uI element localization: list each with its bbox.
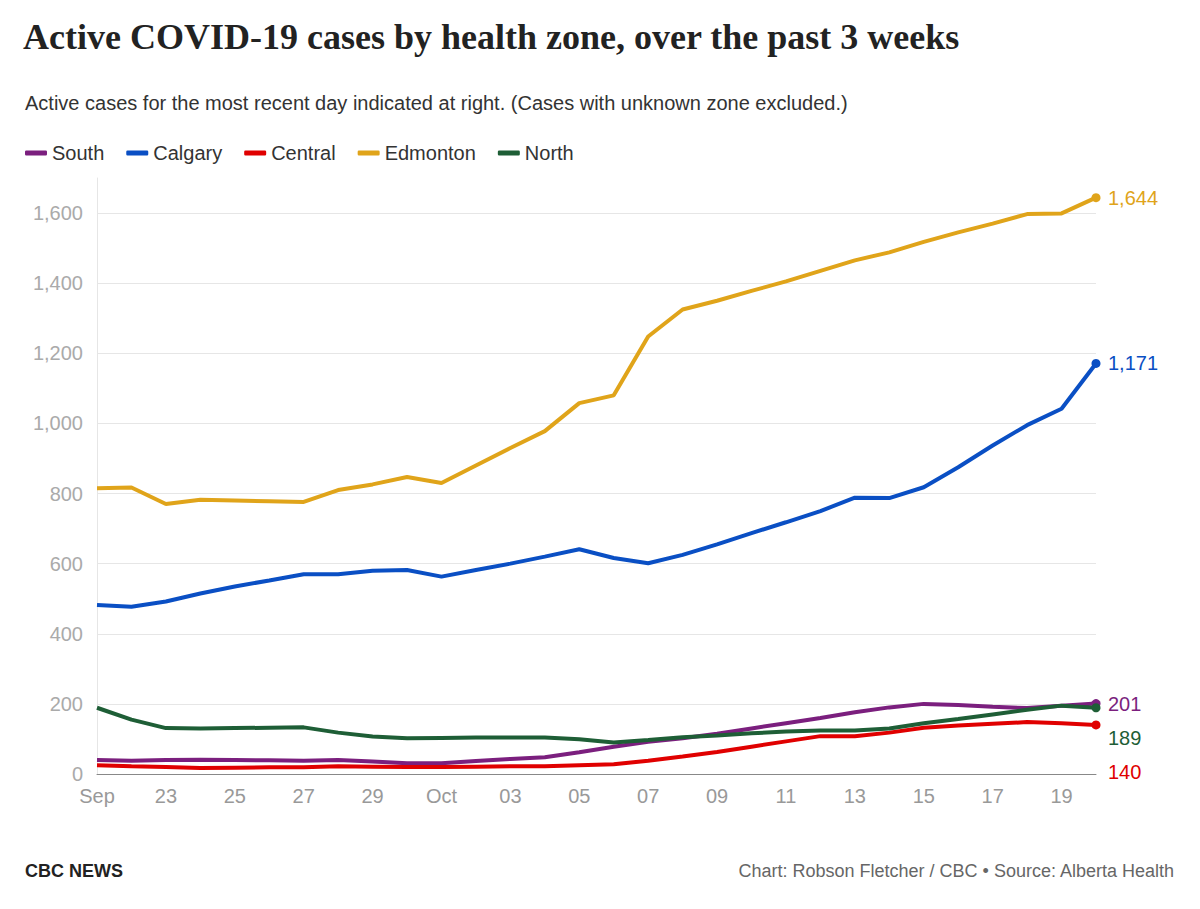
svg-text:1,400: 1,400 — [33, 272, 83, 294]
svg-text:1,000: 1,000 — [33, 412, 83, 434]
svg-text:Oct: Oct — [426, 785, 458, 807]
svg-text:03: 03 — [499, 785, 521, 807]
svg-text:05: 05 — [568, 785, 590, 807]
svg-text:South: South — [52, 142, 104, 164]
svg-text:19: 19 — [1050, 785, 1072, 807]
svg-text:Calgary: Calgary — [153, 142, 222, 164]
svg-text:13: 13 — [844, 785, 866, 807]
svg-text:1,171: 1,171 — [1108, 352, 1158, 374]
svg-text:11: 11 — [776, 785, 797, 807]
svg-text:07: 07 — [637, 785, 659, 807]
svg-text:201: 201 — [1108, 693, 1141, 715]
svg-text:189: 189 — [1108, 727, 1141, 749]
svg-text:400: 400 — [50, 623, 83, 645]
svg-text:140: 140 — [1108, 761, 1141, 783]
svg-text:Active cases for the most rece: Active cases for the most recent day ind… — [25, 92, 848, 114]
svg-text:0: 0 — [72, 763, 83, 785]
svg-text:Edmonton: Edmonton — [385, 142, 476, 164]
svg-text:25: 25 — [224, 785, 246, 807]
svg-text:Active COVID-19 cases by healt: Active COVID-19 cases by health zone, ov… — [23, 17, 959, 57]
svg-text:200: 200 — [50, 693, 83, 715]
svg-text:North: North — [525, 142, 574, 164]
svg-text:23: 23 — [155, 785, 177, 807]
svg-text:Chart: Robson Fletcher / CBC •: Chart: Robson Fletcher / CBC • Source: A… — [739, 861, 1175, 881]
svg-text:600: 600 — [50, 553, 83, 575]
svg-text:1,644: 1,644 — [1108, 187, 1158, 209]
svg-text:29: 29 — [361, 785, 383, 807]
svg-text:800: 800 — [50, 483, 83, 505]
svg-text:15: 15 — [913, 785, 935, 807]
svg-text:CBC NEWS: CBC NEWS — [25, 861, 123, 881]
svg-text:Central: Central — [271, 142, 335, 164]
svg-text:1,600: 1,600 — [33, 202, 83, 224]
svg-text:27: 27 — [293, 785, 315, 807]
svg-text:1,200: 1,200 — [33, 342, 83, 364]
svg-text:Sep: Sep — [79, 785, 115, 807]
svg-text:17: 17 — [982, 785, 1004, 807]
svg-text:09: 09 — [706, 785, 728, 807]
